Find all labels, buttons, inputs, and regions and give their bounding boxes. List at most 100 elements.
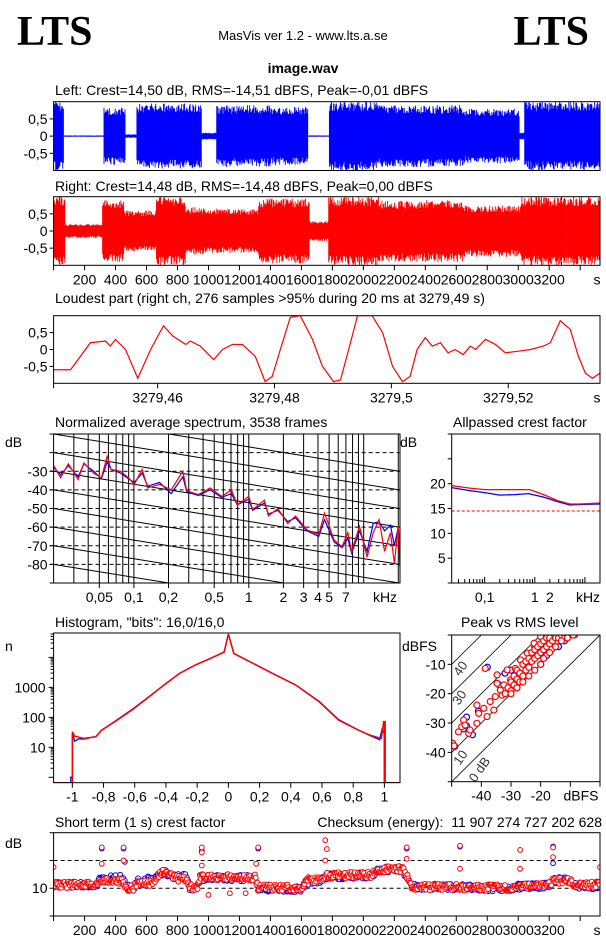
allpass-curve-left — [451, 486, 601, 506]
x-tick-label: 2000 — [348, 922, 379, 938]
slope-gridline — [53, 563, 172, 583]
x-unit-label: dBFS — [563, 788, 598, 804]
x-tick-label: 2200 — [379, 271, 410, 287]
x-tick-label: 3279,46 — [132, 389, 183, 405]
x-tick-label: 2600 — [441, 922, 472, 938]
peak-rms-point-right — [486, 698, 494, 706]
y-tick-label: -80 — [27, 556, 47, 572]
x-tick-label: 5 — [325, 589, 333, 605]
y-tick-label: 15 — [430, 501, 446, 517]
x-tick-label: 3200 — [534, 271, 565, 287]
peak-rms-point-right — [475, 709, 483, 717]
x-tick-label: 1 — [380, 789, 388, 805]
x-tick-label: -1 — [66, 789, 79, 805]
x-tick-label: -0,8 — [91, 789, 115, 805]
x-tick-label: 0,4 — [281, 789, 301, 805]
crest-diagonal-line — [451, 635, 512, 694]
plot-content — [53, 434, 400, 583]
x-tick-label: 2800 — [472, 271, 503, 287]
peak-rms-point-right — [461, 721, 469, 729]
peak-rms-point-right — [513, 684, 521, 692]
y-tick-label: -0,5 — [23, 358, 47, 374]
x-tick-label: 3279,48 — [249, 389, 300, 405]
y-tick-label: -30 — [425, 715, 445, 731]
peak-rms-point-right — [531, 666, 539, 674]
crest-outlier-right — [205, 891, 212, 898]
y-tick-label: 0 — [40, 342, 48, 358]
x-unit-label: kHz — [373, 589, 397, 605]
crest-outlier-right — [120, 857, 127, 864]
allpass-curve-right — [451, 485, 601, 505]
x-tick-label: 400 — [104, 922, 128, 938]
slope-gridline — [53, 545, 288, 583]
peak-rms-point-right — [569, 635, 577, 639]
y-tick-label: 0,5 — [28, 111, 48, 127]
crest-diagonal-line — [451, 635, 601, 782]
crest-outlier-right — [550, 854, 556, 861]
peak-rms-point-right — [545, 649, 554, 657]
x-tick-label: 2800 — [472, 922, 503, 938]
x-tick-label: 2600 — [441, 271, 472, 287]
peak-rms-point-right — [493, 679, 501, 688]
x-tick-label: 1400 — [255, 922, 286, 938]
spectrum-curve-right — [53, 454, 400, 569]
x-tick-label: 0,1 — [124, 589, 144, 605]
y-tick-label: 0,5 — [28, 206, 48, 222]
y-tick-label: 0 — [40, 128, 48, 144]
x-tick-label: 2 — [546, 589, 554, 605]
x-tick-label: 0 — [224, 789, 232, 805]
peak-rms-point-right — [563, 635, 571, 642]
checksum-label: Checksum (energy): 11 907 274 727 202 62… — [317, 814, 602, 830]
x-tick-label: 0,2 — [159, 589, 179, 605]
x-tick-label: -0,6 — [123, 789, 147, 805]
crest-point-right — [252, 874, 259, 881]
crest-point-right — [194, 886, 201, 892]
x-tick-label: 800 — [166, 922, 190, 938]
x-tick-label: 1800 — [317, 271, 348, 287]
crest-outlier-right — [198, 849, 205, 856]
x-tick-label: 0,1 — [475, 589, 495, 605]
file-name: image.wav — [268, 60, 339, 76]
x-unit-label: s — [594, 271, 601, 287]
x-tick-label: 1000 — [193, 922, 224, 938]
peak-rms-point-right — [519, 678, 527, 686]
crest-outlier-right — [198, 844, 205, 851]
x-tick-label: 1600 — [286, 922, 317, 938]
peak-rms-point-right — [473, 719, 481, 727]
crest-outlier-right — [322, 837, 329, 844]
x-tick-label: 3 — [300, 589, 308, 605]
peak-rms-point-right — [451, 742, 458, 750]
y-tick-label: 0 — [40, 223, 48, 239]
crest-outlier-right — [53, 864, 57, 871]
y-tick-label: -40 — [425, 744, 445, 760]
x-tick-label: 0,6 — [312, 789, 332, 805]
crest-outlier-right — [457, 865, 463, 872]
peak-rms-point-right — [551, 643, 560, 651]
peak-rms-point-right — [540, 654, 548, 663]
peak-rms-title: Peak vs RMS level — [461, 614, 578, 630]
x-tick-label: 1800 — [317, 922, 348, 938]
peak-rms-point-right — [519, 672, 527, 680]
left-channel-title: Left: Crest=14,50 dB, RMS=-14,51 dBFS, P… — [55, 82, 428, 98]
x-tick-label: 1000 — [193, 271, 224, 287]
y-tick-label: 1000 — [14, 679, 45, 695]
plot-frame — [53, 101, 601, 171]
x-unit-label: s — [594, 922, 601, 938]
y-tick-label: 5 — [438, 550, 446, 566]
y-tick-label: -60 — [27, 519, 47, 535]
x-tick-label: 200 — [73, 271, 97, 287]
peak-rms-point-right — [537, 660, 545, 668]
x-tick-label: -0,2 — [185, 789, 209, 805]
x-tick-label: 2400 — [410, 271, 441, 287]
y-tick-label: 100 — [22, 709, 46, 725]
crest-outlier-right — [226, 890, 233, 897]
allpass-ylabel: dB — [400, 434, 417, 450]
x-tick-label: 3279,52 — [483, 389, 534, 405]
crest-outlier-right — [98, 860, 105, 867]
y-tick-label: -70 — [27, 538, 47, 554]
histogram-clip-spike — [383, 721, 386, 783]
x-tick-label: 400 — [104, 271, 128, 287]
peak-rms-point-right — [454, 728, 463, 736]
right-channel-title: Right: Crest=14,48 dB, RMS=-14,48 dBFS, … — [55, 178, 433, 194]
